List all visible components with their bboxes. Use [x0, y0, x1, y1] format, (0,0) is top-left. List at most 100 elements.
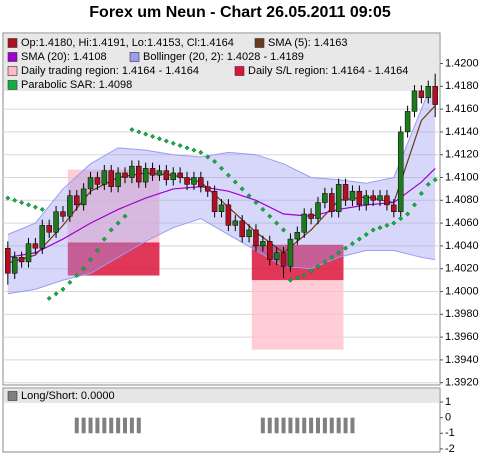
- bar: [274, 417, 279, 434]
- sar-dot: [60, 286, 66, 292]
- bar: [343, 417, 348, 434]
- sar-dot: [329, 254, 335, 260]
- candle-body: [218, 204, 225, 212]
- y-tick-label: 1.4200: [445, 57, 479, 69]
- sar-dot: [198, 149, 204, 155]
- sar-dot: [391, 220, 397, 226]
- y-tick-label: 1.4020: [445, 263, 479, 275]
- sar-dot: [170, 140, 176, 146]
- candle-body: [101, 170, 108, 185]
- candle-body: [25, 243, 32, 263]
- chart-title: Forex um Neun - Chart 26.05.2011 09:05: [89, 4, 391, 21]
- bar: [295, 417, 300, 434]
- sar-dot: [212, 158, 218, 165]
- candle-body: [239, 220, 245, 238]
- sar-dot: [253, 200, 259, 206]
- candle-body: [5, 247, 11, 274]
- sar-dot: [218, 165, 225, 171]
- candle-body: [287, 238, 294, 267]
- legend-background: [4, 34, 439, 91]
- candle-body: [191, 177, 197, 185]
- y-tick-label: 1.4180: [445, 80, 479, 92]
- candle-body: [301, 213, 307, 233]
- candle-body: [108, 170, 114, 187]
- sar-dot: [101, 236, 107, 242]
- sar-dot: [356, 236, 362, 242]
- bar: [288, 417, 293, 434]
- legend-swatch: [7, 38, 18, 48]
- sar-dot: [287, 277, 293, 283]
- sar-dot: [143, 131, 149, 137]
- sar-dot: [274, 220, 280, 226]
- sar-dot: [225, 172, 231, 178]
- sar-dot: [260, 206, 266, 212]
- candle-body: [122, 172, 128, 178]
- y-tick-label: 1.3920: [445, 377, 479, 389]
- sar-dot: [246, 193, 252, 199]
- sar-dot: [301, 273, 307, 279]
- sar-dot: [94, 247, 100, 254]
- candle-body: [377, 195, 383, 201]
- candle-body: [32, 243, 39, 249]
- candle-body: [18, 257, 25, 263]
- sar-dot: [53, 291, 59, 297]
- sar-dot: [67, 279, 73, 285]
- bar: [336, 417, 341, 434]
- sar-dot: [315, 263, 321, 269]
- legend-label: Daily trading region: 1.4164 - 1.4164: [21, 65, 199, 77]
- sar-dot: [280, 227, 287, 233]
- y-tick-label: 1.3980: [445, 308, 479, 320]
- y-tick-label: 1.4060: [445, 217, 479, 229]
- candle-body: [142, 168, 149, 183]
- bar: [309, 417, 314, 434]
- y-tick-label: -2: [445, 443, 455, 455]
- sar-dot: [336, 250, 342, 256]
- candle-body: [273, 252, 280, 260]
- bollinger-line: [7, 218, 436, 295]
- candle-body: [177, 172, 183, 178]
- y-tick-label: 1.3940: [445, 354, 479, 366]
- sar-dot: [32, 204, 38, 210]
- bar: [116, 417, 121, 434]
- y-tick-label: -1: [445, 427, 455, 439]
- legend-label: Long/Short: 0.0000: [21, 390, 115, 402]
- legend-swatch: [7, 80, 18, 90]
- bar: [123, 417, 128, 434]
- sar-dot: [363, 231, 369, 238]
- sar-dot: [308, 268, 314, 274]
- candle-body: [397, 131, 404, 212]
- sar-dot: [39, 206, 45, 212]
- candle-body: [384, 195, 390, 206]
- bar: [136, 417, 141, 434]
- candle-body: [335, 184, 342, 212]
- candle-body: [329, 193, 335, 212]
- candle-body: [198, 177, 204, 187]
- legend-swatch: [129, 52, 140, 62]
- candle-body: [363, 195, 369, 206]
- legend-swatch: [254, 38, 265, 48]
- candle-body: [391, 204, 397, 212]
- candle-body: [370, 195, 376, 201]
- candle-body: [294, 231, 301, 240]
- candle-body: [322, 193, 328, 203]
- sar-dot: [108, 227, 114, 233]
- candle-body: [163, 170, 170, 181]
- sar-dot: [294, 275, 300, 281]
- sar-dot: [405, 211, 411, 217]
- bar: [129, 417, 134, 434]
- sar-dot: [239, 186, 245, 192]
- legend-swatch: [7, 66, 18, 76]
- bar: [315, 417, 320, 434]
- sar-dot: [343, 245, 349, 251]
- legend-label: SMA (5): 1.4163: [268, 37, 348, 49]
- candle-body: [184, 177, 190, 185]
- candle-body: [115, 172, 121, 187]
- sar-dot: [425, 181, 431, 187]
- sar-dot: [370, 227, 376, 233]
- candle-body: [156, 170, 163, 176]
- sar-dot: [232, 179, 238, 185]
- sar-dot: [205, 154, 211, 160]
- y-tick-label: 1.4080: [445, 194, 479, 206]
- candle-body: [280, 252, 287, 267]
- candle-body: [315, 202, 321, 219]
